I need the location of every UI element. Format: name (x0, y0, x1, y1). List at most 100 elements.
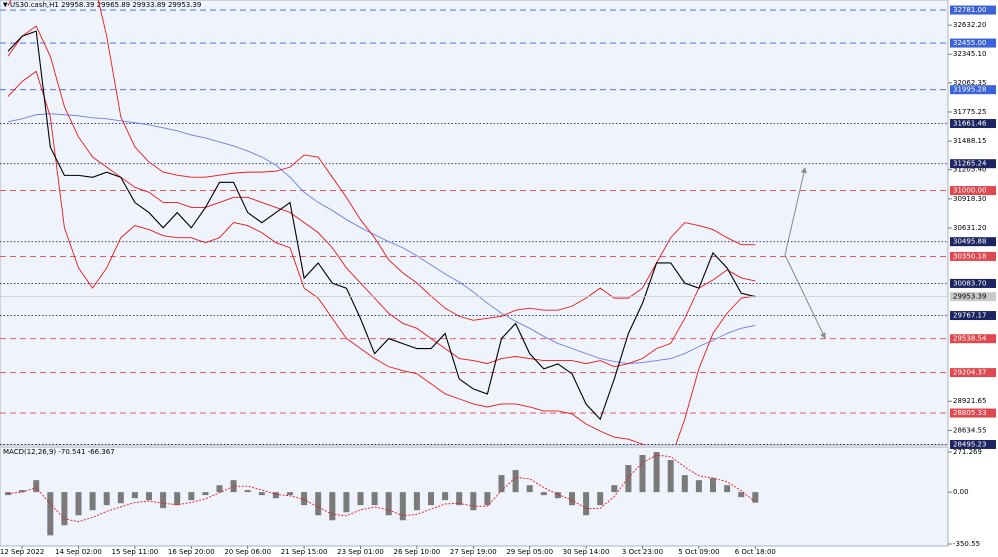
y-tick-label: 32345.10 (953, 50, 986, 58)
level-label: 31995.28 (953, 86, 986, 94)
macd-bar (385, 492, 392, 516)
x-tick-label: 30 Sep 14:00 (563, 548, 610, 556)
level-label-box (950, 439, 996, 449)
x-tick-label: 27 Sep 19:00 (450, 548, 497, 556)
macd-bar (667, 460, 674, 493)
level-label: 31265.24 (953, 160, 987, 168)
macd-bar (724, 485, 731, 493)
macd-bar (512, 470, 519, 493)
macd-bar (103, 492, 110, 506)
x-tick-label: 29 Sep 05:00 (506, 548, 553, 556)
macd-bar (554, 492, 561, 499)
macd-bar (399, 492, 406, 521)
macd-bar (19, 490, 26, 493)
level-label-box (950, 408, 996, 418)
macd-bar (484, 492, 491, 506)
y-tick-label: 32062.35 (953, 79, 986, 87)
y-tick-label: 30918.30 (953, 195, 986, 203)
signal-line (7, 454, 756, 523)
macd-bar (625, 465, 632, 493)
x-tick-label: 23 Sep 01:00 (337, 548, 384, 556)
macd-bar (371, 492, 378, 506)
x-tick-label: 26 Sep 10:00 (394, 548, 441, 556)
macd-bar (315, 492, 322, 516)
macd-bar (456, 492, 463, 506)
macd-bar (413, 492, 420, 511)
macd-bar (583, 492, 590, 516)
main-plot (0, 0, 948, 445)
last-price-label: 29953.39 (953, 293, 986, 301)
chart-title: US30.cash,H1 29958.39 29965.89 29933.89 … (10, 1, 201, 9)
macd-bar (89, 492, 96, 511)
macd-bar (33, 480, 40, 493)
price-line (7, 30, 756, 421)
x-tick-label: 14 Sep 02:00 (55, 548, 102, 556)
level-label-box (950, 38, 996, 48)
level-label: 31000.00 (953, 187, 986, 195)
macd-bar (695, 480, 702, 493)
x-tick-label: 15 Sep 11:00 (112, 548, 159, 556)
indicator-line (7, 70, 756, 445)
y-tick-label: 31205.40 (953, 166, 986, 174)
level-label-box (950, 5, 996, 15)
level-label-box (950, 119, 996, 129)
y-tick-label: 0.00 (953, 488, 969, 496)
macd-title: MACD(12,26,9) -70.541 -66.367 (3, 448, 115, 456)
macd-bar (174, 492, 181, 506)
level-label-box (950, 237, 996, 247)
y-tick-label: -350.55 (953, 540, 980, 548)
last-price-box (950, 292, 996, 302)
y-tick-label: 28921.65 (953, 397, 986, 405)
macd-bar (526, 485, 533, 493)
y-tick-label: 31488.15 (953, 137, 986, 145)
macd-bar (202, 492, 209, 496)
y-tick-label: 271.269 (953, 448, 982, 456)
indicator-line (7, 113, 756, 365)
x-tick-label: 12 Sep 2022 (0, 548, 44, 556)
level-label: 29204.37 (953, 369, 986, 377)
macd-bar (752, 492, 759, 503)
x-tick-label: 6 Oct 18:00 (735, 548, 776, 556)
macd-bar (428, 492, 434, 506)
level-label-box (950, 334, 996, 344)
level-label-box (950, 251, 996, 261)
macd-bar (216, 485, 223, 493)
macd-bar (442, 492, 449, 501)
macd-bar (230, 480, 237, 493)
y-tick-label: 28634.55 (953, 426, 986, 434)
x-tick-label: 5 Oct 09:00 (678, 548, 719, 556)
macd-bar (47, 492, 54, 536)
macd-bar (301, 492, 308, 506)
x-tick-label: 3 Oct 23:00 (622, 548, 663, 556)
macd-plot (5, 452, 759, 536)
level-label-box (950, 159, 996, 169)
macd-bar (244, 490, 251, 493)
level-label: 31661.46 (953, 120, 987, 128)
macd-bar (540, 492, 547, 496)
macd-bar (498, 475, 505, 493)
macd-bar (470, 492, 477, 511)
y-tick-label: 31775.25 (953, 108, 986, 116)
macd-bar (61, 492, 68, 526)
macd-bar (131, 492, 138, 499)
macd-bar (258, 492, 265, 496)
indicator-line (7, 25, 756, 368)
macd-bar (710, 478, 716, 493)
macd-bar (188, 492, 195, 501)
macd-bar (597, 492, 604, 506)
level-label: 30083.70 (953, 279, 986, 287)
macd-bar (611, 485, 618, 493)
macd-bar (329, 492, 336, 521)
level-label: 32781.00 (953, 6, 986, 14)
level-label-box (950, 85, 996, 95)
x-tick-label: 16 Sep 20:00 (168, 548, 215, 556)
macd-bar (287, 492, 293, 496)
level-label-box (950, 311, 996, 321)
macd-bar (639, 454, 646, 493)
level-label: 28495.23 (953, 440, 986, 448)
level-label-box (950, 368, 996, 378)
macd-bar (653, 452, 660, 493)
macd-bar (357, 492, 364, 506)
dropdown-icon: ▼ (3, 2, 8, 9)
